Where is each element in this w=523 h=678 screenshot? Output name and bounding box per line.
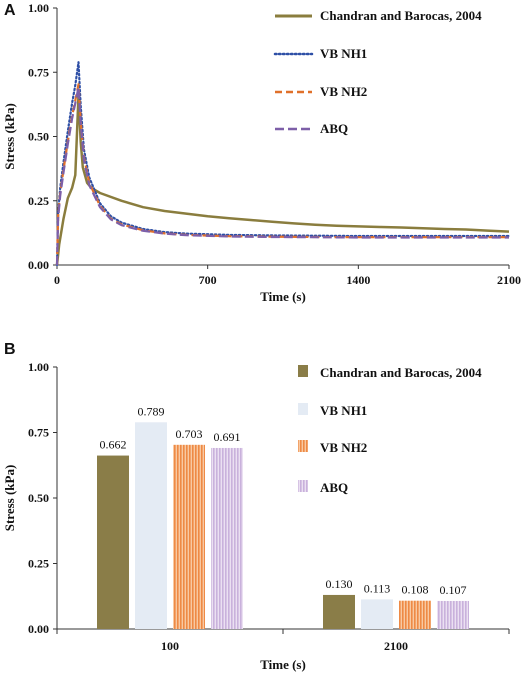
panel-a-series-line-0 [55, 94, 510, 266]
panel-b-bar [323, 594, 355, 629]
panel-b-bar-data-label: 0.703 [176, 427, 203, 441]
panel-b-legend-label-0: Chandran and Barocas, 2004 [320, 365, 482, 380]
panel-a-legend-label-0: Chandran and Barocas, 2004 [320, 8, 482, 23]
panel-b-bar-data-label: 0.662 [100, 438, 127, 452]
panel-b-legend-swatch-2 [298, 440, 308, 452]
panel-b-y-tick-label: 1.00 [28, 360, 49, 374]
panel-a-y-tick-label: 0.00 [28, 258, 49, 272]
panel-a-series-line-1 [55, 61, 511, 267]
panel-a-x-tick-label: 0 [54, 273, 60, 287]
panel-b-legend-swatch-3 [298, 480, 308, 492]
panel-a-y-tick-label: 0.25 [28, 194, 49, 208]
panel-b-legend-label-1: VB NH1 [320, 403, 367, 418]
panel-b-y-axis-title: Stress (kPa) [2, 465, 17, 532]
panel-a-line-chart: 0.00 0.25 0.50 0.75 1.00 0 700 1400 2100 Time (s)… [2, 1, 521, 304]
panel-a-y-tick-label: 1.00 [28, 1, 49, 15]
panel-b-legend-swatch-1 [298, 403, 308, 415]
panel-a-x-axis-title: Time (s) [260, 289, 306, 304]
panel-b-y-tick-label: 0.50 [28, 491, 49, 505]
panel-a-legend-label-1: VB NH1 [320, 46, 367, 61]
panel-b-bar-chart: 0.00 0.25 0.50 0.75 1.00 Time (s) Stress (kPa)… [2, 360, 510, 672]
panel-a-y-axis-title: Stress (kPa) [2, 103, 17, 170]
panel-b-legend-label-3: ABQ [320, 480, 348, 495]
panel-b-bar-data-label: 0.107 [440, 583, 467, 597]
panel-b-bar [211, 447, 243, 629]
panel-a-x-tick-label: 1400 [346, 273, 370, 287]
panel-b-bar-data-label: 0.130 [326, 577, 353, 591]
panel-b-bar-data-label: 0.113 [364, 581, 391, 595]
panel-b-x-category-label: 2100 [384, 639, 408, 653]
panel-b-bar-data-label: 0.789 [138, 404, 165, 418]
panel-b-letter: B [4, 341, 16, 358]
panel-a-x-tick-label: 700 [199, 273, 217, 287]
panel-a-legend-label-2: VB NH2 [320, 84, 367, 99]
panel-a-series-line-3 [55, 86, 509, 266]
panel-b-legend-swatch-0 [298, 365, 308, 377]
panel-a-letter: A [4, 2, 16, 19]
panel-b-bar [399, 600, 431, 629]
panel-b-y-tick-label: 0.25 [28, 557, 49, 571]
panel-b-bar [135, 422, 167, 629]
panel-b-bar-data-label: 0.108 [402, 583, 429, 597]
panel-b-bar [437, 600, 469, 629]
panel-a-y-tick-label: 0.50 [28, 130, 49, 144]
panel-b-y-tick-label: 0.75 [28, 426, 49, 440]
panel-b-legend-label-2: VB NH2 [320, 440, 367, 455]
panel-b-bar [173, 444, 205, 629]
panel-a-legend-label-3: ABQ [320, 121, 348, 136]
panel-b-bar-data-label: 0.691 [214, 430, 241, 444]
panel-b-x-axis-title: Time (s) [260, 657, 306, 672]
panel-b-y-tick-label: 0.00 [28, 622, 49, 636]
panel-b-x-category-label: 100 [161, 639, 179, 653]
panel-a-x-tick-label: 2100 [497, 273, 521, 287]
panel-b-bar [361, 599, 393, 629]
panel-a-y-tick-label: 0.75 [28, 65, 49, 79]
panel-b-bar [97, 455, 129, 629]
